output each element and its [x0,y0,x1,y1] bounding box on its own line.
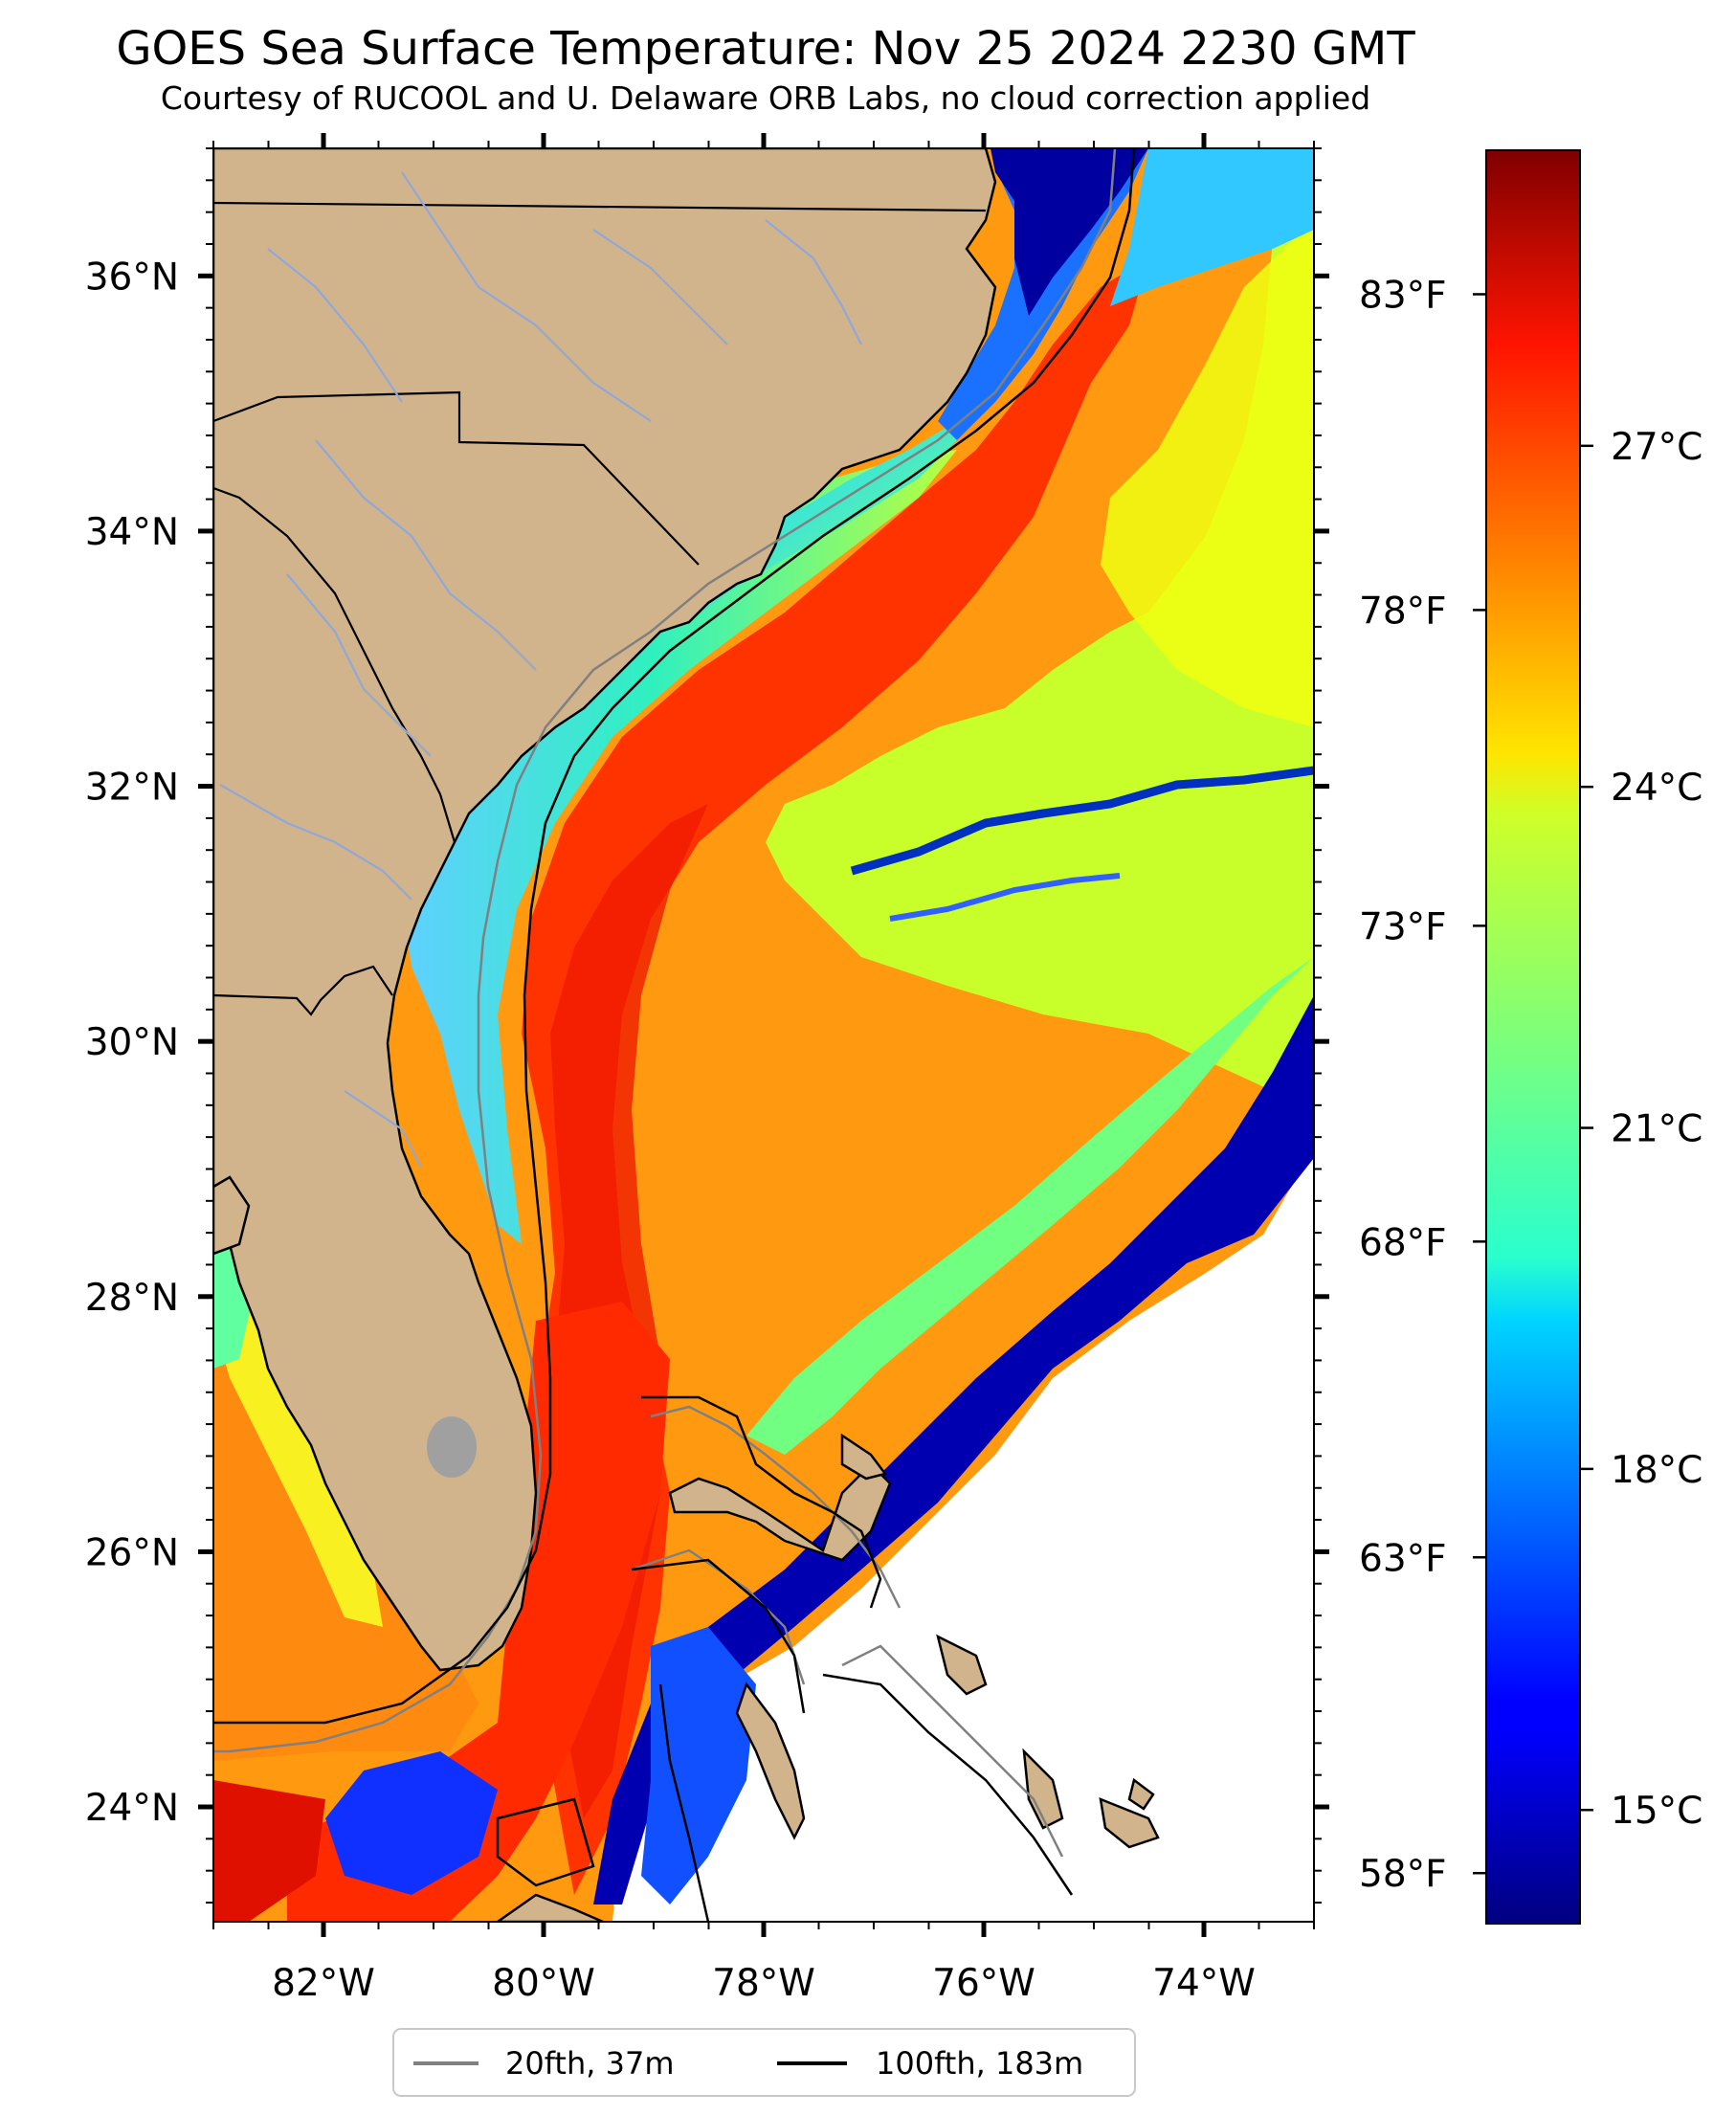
lon-tick-label: 76°W [932,1962,1035,2005]
rivers [219,171,862,1169]
lon-tick-label: 82°W [272,1962,375,2005]
cold-filament [850,766,1314,876]
legend-label-100fth: 100fth, 183m [876,2045,1083,2082]
offshore-yellow-band [1101,220,1314,727]
colorbar-gradient [1485,149,1581,1925]
celsius-tick-label: 24°C [1611,767,1703,810]
fahrenheit-tick-label: 83°F [1359,274,1447,317]
sst-map [213,148,1314,1922]
fahrenheit-tick-label: 78°F [1359,590,1447,633]
isobath-100fth [213,148,1136,1922]
bahamas-bank-blue [641,1627,756,1904]
lon-tick-label: 78°W [712,1962,815,2005]
lat-tick-label: 36°N [85,256,179,299]
lat-tick-label: 32°N [85,767,179,810]
fahrenheit-tick-label: 58°F [1359,1853,1447,1896]
colorbar-ticks: 27°C 24°C 21°C 18°C 15°C 83°F 78°F 73°F 68°F 63°F… [1359,274,1703,1896]
cuba-land [495,1893,604,1922]
cold-filament-2 [889,873,1121,922]
panhandle-land [213,1175,251,1256]
figure-subtitle: Courtesy of RUCOOL and U. Delaware ORB L… [161,79,1370,117]
offshore-band-green [746,957,1314,1455]
lake-okeechobee [427,1416,477,1478]
lat-tick-label: 24°N [85,1787,179,1830]
lat-tick-label: 26°N [85,1531,179,1574]
cloud-edge-band [593,995,1314,1904]
keys-cold-patch [325,1751,498,1895]
florida-straits-warm [287,1302,670,1922]
celsius-tick-label: 21°C [1611,1108,1703,1151]
gulf-red-corner [213,1780,325,1922]
bahamas-islands [668,1433,1160,1849]
fahrenheit-tick-label: 73°F [1359,905,1447,948]
north-dark-blue [990,148,1148,316]
isobath-legend: 20fth, 37m 100fth, 183m [392,2028,1136,2097]
fahrenheit-tick-label: 63°F [1359,1537,1447,1580]
fahrenheit-tick-label: 68°F [1359,1221,1447,1264]
lat-tick-label: 30°N [85,1021,179,1064]
celsius-tick-label: 18°C [1611,1449,1703,1492]
colorbar: 27°C 24°C 21°C 18°C 15°C 83°F 78°F 73°F 68°F 63°F… [1359,149,1703,1925]
legend-box [392,2028,1136,2097]
northeast-cyan [1110,148,1314,306]
offshore-cool-water [766,148,1314,1110]
us-land [213,148,997,1672]
map-axes: 82°W 80°W 78°W 76°W 74°W 36°N 34°N 32°N 30°N 28°N… [85,133,1329,2005]
figure-title: GOES Sea Surface Temperature: Nov 25 202… [116,22,1415,76]
lat-tick-label: 34°N [85,511,179,554]
state-borders [213,201,987,1016]
lon-tick-label: 74°W [1152,1962,1256,2005]
cloud-mask-no-data [612,1148,1314,1922]
celsius-tick-label: 27°C [1611,426,1703,469]
celsius-tick-label: 15°C [1611,1790,1703,1833]
lon-tick-label: 80°W [492,1962,595,2005]
isobath-20fth [213,148,1117,1858]
legend-label-20fth: 20fth, 37m [505,2045,674,2082]
lat-tick-label: 28°N [85,1277,179,1320]
